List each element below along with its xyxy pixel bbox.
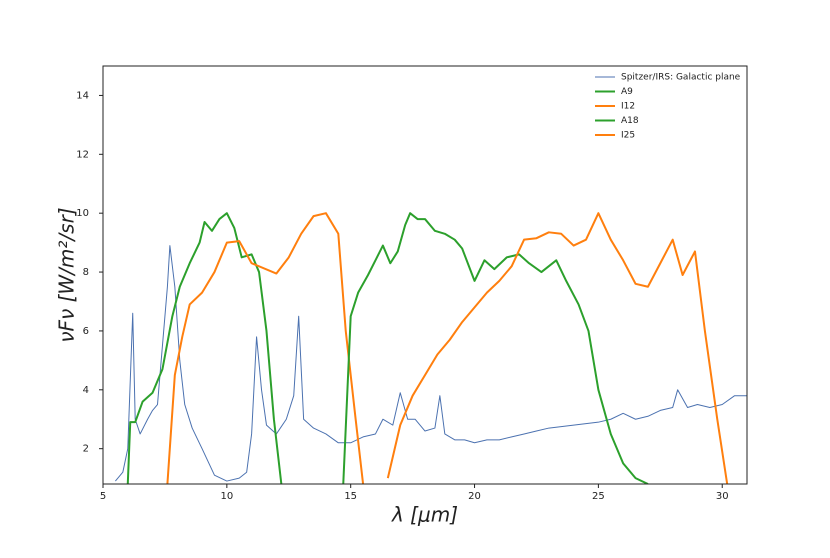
x-axis-label: λ [μm]: [391, 503, 458, 527]
y-tick-label: 8: [83, 267, 89, 278]
plot-frame: [102, 65, 748, 485]
y-axis-label: νFν [W/m²/sr]: [55, 207, 79, 342]
legend-label: I25: [621, 131, 635, 141]
y-tick-label: 14: [76, 90, 89, 101]
y-tick-label: 12: [76, 149, 89, 160]
legend-label: A18: [621, 116, 639, 126]
y-tick-label: 10: [76, 208, 89, 219]
y-tick-label: 6: [83, 326, 89, 337]
series-line: [126, 212, 283, 484]
x-tick-label: 5: [100, 491, 106, 502]
y-tick-label: 4: [83, 385, 89, 396]
plot-lines: [115, 212, 747, 484]
legend-label: Spitzer/IRS: Galactic plane: [621, 73, 741, 83]
x-tick-label: 15: [344, 491, 357, 502]
legend-label: I12: [621, 102, 635, 112]
series-line: [166, 212, 365, 484]
x-tick-label: 20: [468, 491, 481, 502]
series-line: [342, 212, 649, 484]
series-line: [386, 212, 729, 484]
x-tick-label: 10: [220, 491, 233, 502]
y-tick-label: 2: [83, 444, 89, 455]
legend-label: A9: [621, 87, 633, 97]
x-tick-label: 25: [592, 491, 605, 502]
series-line: [115, 245, 747, 482]
x-tick-label: 30: [716, 491, 729, 502]
